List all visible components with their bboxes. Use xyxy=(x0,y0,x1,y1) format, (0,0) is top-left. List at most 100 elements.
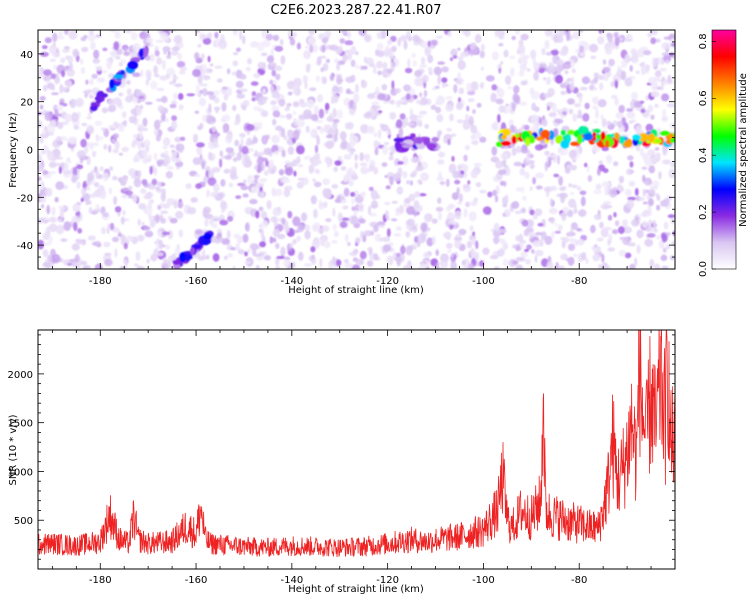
spectrogram-noise-blob xyxy=(503,209,511,218)
spectrogram-noise-blob xyxy=(219,219,229,226)
spectrogram-noise-blob xyxy=(68,136,78,145)
spectrogram-noise-blob xyxy=(239,30,243,41)
spectrogram-noise-blob xyxy=(171,46,180,52)
spectrogram-noise-blob xyxy=(208,218,214,226)
spectrogram-noise-blob xyxy=(123,51,130,56)
spectrogram-signal-blob xyxy=(202,238,212,245)
spectrogram-noise-blob xyxy=(66,80,72,88)
spectrogram-noise-blob xyxy=(546,105,551,111)
spectrogram-noise-blob xyxy=(496,249,505,257)
spectrogram-signal-blob xyxy=(101,93,108,98)
spectrogram-signal-blob xyxy=(423,137,431,146)
spectrogram-noise-blob xyxy=(572,68,576,74)
spectrogram-noise-blob xyxy=(554,118,564,124)
spectrogram-noise-blob xyxy=(420,222,428,233)
spectrogram-noise-blob xyxy=(270,100,277,105)
spectrogram-noise-blob xyxy=(342,53,348,63)
spectrogram-noise-blob xyxy=(389,100,394,105)
spectrogram-noise-blob xyxy=(351,198,355,205)
spectrogram-noise-blob xyxy=(412,34,420,43)
spectrogram-noise-blob xyxy=(420,172,429,182)
spectrogram-noise-blob xyxy=(379,237,383,242)
spectrogram-noise-blob xyxy=(660,254,668,261)
spectrogram-noise-blob xyxy=(162,46,171,52)
spectrogram-noise-blob xyxy=(498,238,506,243)
spectrogram-noise-blob xyxy=(135,89,143,98)
spectrogram-noise-blob xyxy=(39,51,49,57)
spectrogram-noise-blob xyxy=(63,30,69,35)
spectrogram-noise-blob xyxy=(436,114,444,123)
spectrogram-noise-blob xyxy=(85,200,92,205)
spectrogram-noise-blob xyxy=(242,179,247,184)
x-tick-label: -140 xyxy=(280,575,303,586)
snr-x-label: Height of straight line (km) xyxy=(288,584,424,595)
spectrogram-noise-blob xyxy=(352,102,357,112)
spectrogram-noise-blob xyxy=(253,253,262,257)
spectrogram-noise-blob xyxy=(601,118,607,128)
spectrogram-noise-blob xyxy=(391,200,398,204)
spectrogram-noise-blob xyxy=(178,229,183,238)
spectrogram-noise-blob xyxy=(525,258,531,265)
spectrogram-noise-blob xyxy=(447,212,455,219)
spectrogram-noise-blob xyxy=(109,30,117,33)
spectrogram-noise-blob xyxy=(395,213,401,216)
spectrogram-noise-blob xyxy=(464,145,470,151)
spectrogram-noise-blob xyxy=(457,71,461,80)
spectrogram-noise-blob xyxy=(629,263,636,269)
spectrogram-noise-blob xyxy=(281,149,286,158)
spectrogram-noise-blob xyxy=(395,226,402,231)
spectrogram-noise-blob xyxy=(480,81,485,90)
spectrogram-noise-blob xyxy=(333,230,339,238)
spectrogram-noise-blob xyxy=(373,132,378,138)
spectrogram-noise-blob xyxy=(656,204,661,211)
spectrogram-noise-blob xyxy=(651,81,659,91)
spectrogram-noise-blob xyxy=(324,102,330,111)
spectrogram-noise-blob xyxy=(630,48,637,56)
spectrogram-noise-blob xyxy=(647,32,652,38)
spectrogram-noise-blob xyxy=(403,40,408,50)
spectrogram-noise-blob xyxy=(168,80,175,85)
spectrogram-noise-blob xyxy=(43,242,51,246)
spectrogram-noise-blob xyxy=(117,124,125,132)
spectrogram-noise-blob xyxy=(652,219,657,230)
spectrogram-noise-blob xyxy=(375,86,380,97)
spectrogram-noise-blob xyxy=(87,33,96,42)
spectrogram-noise-blob xyxy=(239,132,246,138)
spectrogram-noise-blob xyxy=(451,133,457,137)
spectrogram-noise-blob xyxy=(227,215,234,222)
spectrogram-noise-blob xyxy=(373,64,377,75)
spectrogram-noise-blob xyxy=(164,150,170,156)
spectrogram-noise-blob xyxy=(414,77,423,87)
spectrogram-noise-blob xyxy=(378,129,382,139)
spectrogram-noise-blob xyxy=(111,236,120,243)
spectrogram-noise-blob xyxy=(487,191,493,198)
spectrogram-noise-blob xyxy=(355,258,365,266)
spectrogram-noise-blob xyxy=(448,220,457,225)
spectrogram-noise-blob xyxy=(351,174,359,181)
spectrogram-noise-blob xyxy=(644,238,654,247)
spectrogram-noise-blob xyxy=(257,155,264,166)
spectrogram-noise-blob xyxy=(662,80,668,86)
spectrogram-noise-blob xyxy=(112,175,118,181)
spectrogram-noise-blob xyxy=(520,33,529,41)
spectrogram-noise-blob xyxy=(515,30,521,35)
spectrogram-noise-blob xyxy=(433,66,442,76)
spectrogram-noise-blob xyxy=(242,157,247,167)
spectrogram-noise-blob xyxy=(396,186,404,195)
spectrogram-noise-blob xyxy=(208,169,215,177)
spectrogram-signal-blob xyxy=(431,136,439,143)
spectrogram-noise-blob xyxy=(343,154,352,160)
spectrogram-noise-blob xyxy=(645,226,651,232)
spectrogram-noise-blob xyxy=(561,147,568,156)
spectrogram-noise-blob xyxy=(194,52,200,61)
spectrogram-noise-blob xyxy=(562,111,567,116)
spectrogram-noise-blob xyxy=(313,153,319,161)
spectrogram-noise-blob xyxy=(214,65,223,69)
spectrogram-noise-blob xyxy=(148,213,152,220)
spectrogram-noise-blob xyxy=(351,264,361,269)
spectrogram-noise-blob xyxy=(276,85,281,91)
spectrogram-noise-blob xyxy=(281,127,286,138)
spectrogram-noise-blob xyxy=(423,252,430,259)
spectrogram-y-axis: -40 -20 0 20 40 xyxy=(17,29,675,270)
spectrogram-noise-blob xyxy=(245,66,251,72)
